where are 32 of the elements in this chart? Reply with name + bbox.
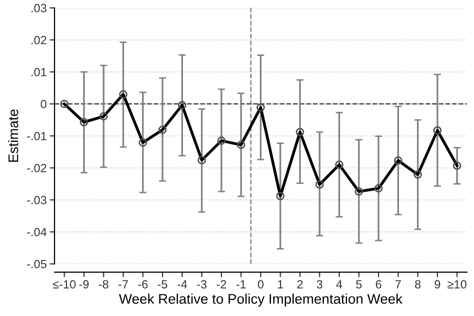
y-axis-title: Estimate <box>8 109 18 162</box>
x-tick-label: -6 <box>138 280 148 289</box>
y-tick-label: 0 <box>40 100 46 108</box>
x-tick-label: -9 <box>79 280 89 289</box>
y-tick-label: -.02 <box>27 164 46 172</box>
x-tick-label: 9 <box>434 280 440 289</box>
y-tick-label: -.04 <box>27 228 47 236</box>
x-tick-label: -8 <box>98 280 108 289</box>
x-tick-label: 6 <box>376 280 382 289</box>
y-tick-label: .03 <box>32 4 46 12</box>
y-tick-label: -.03 <box>27 196 46 204</box>
x-tick-label: 8 <box>415 280 421 289</box>
y-tick-label: -.01 <box>27 132 46 140</box>
x-tick-label: 0 <box>258 280 264 289</box>
x-tick-label: -7 <box>118 280 128 288</box>
x-tick-label: ≤-10 <box>52 280 76 289</box>
x-tick-label: 5 <box>356 280 362 289</box>
x-tick-label: -2 <box>216 280 226 288</box>
x-tick-label: -4 <box>177 280 188 288</box>
y-tick-label: .02 <box>32 36 46 44</box>
x-tick-label: 7 <box>395 280 401 288</box>
y-tick-label: .01 <box>32 68 46 76</box>
x-axis-title: Week Relative to Policy Implementation Week <box>118 294 403 307</box>
x-tick-label: ≥10 <box>448 280 466 289</box>
x-tick-label: -3 <box>197 280 207 289</box>
x-tick-label: -1 <box>236 280 246 288</box>
y-tick-label: -.05 <box>27 260 46 268</box>
x-tick-label: -5 <box>158 280 168 289</box>
x-tick-label: 2 <box>297 280 303 288</box>
x-tick-label: 4 <box>336 280 342 288</box>
x-tick-label: 3 <box>316 280 322 289</box>
x-tick-label: 1 <box>278 280 284 288</box>
